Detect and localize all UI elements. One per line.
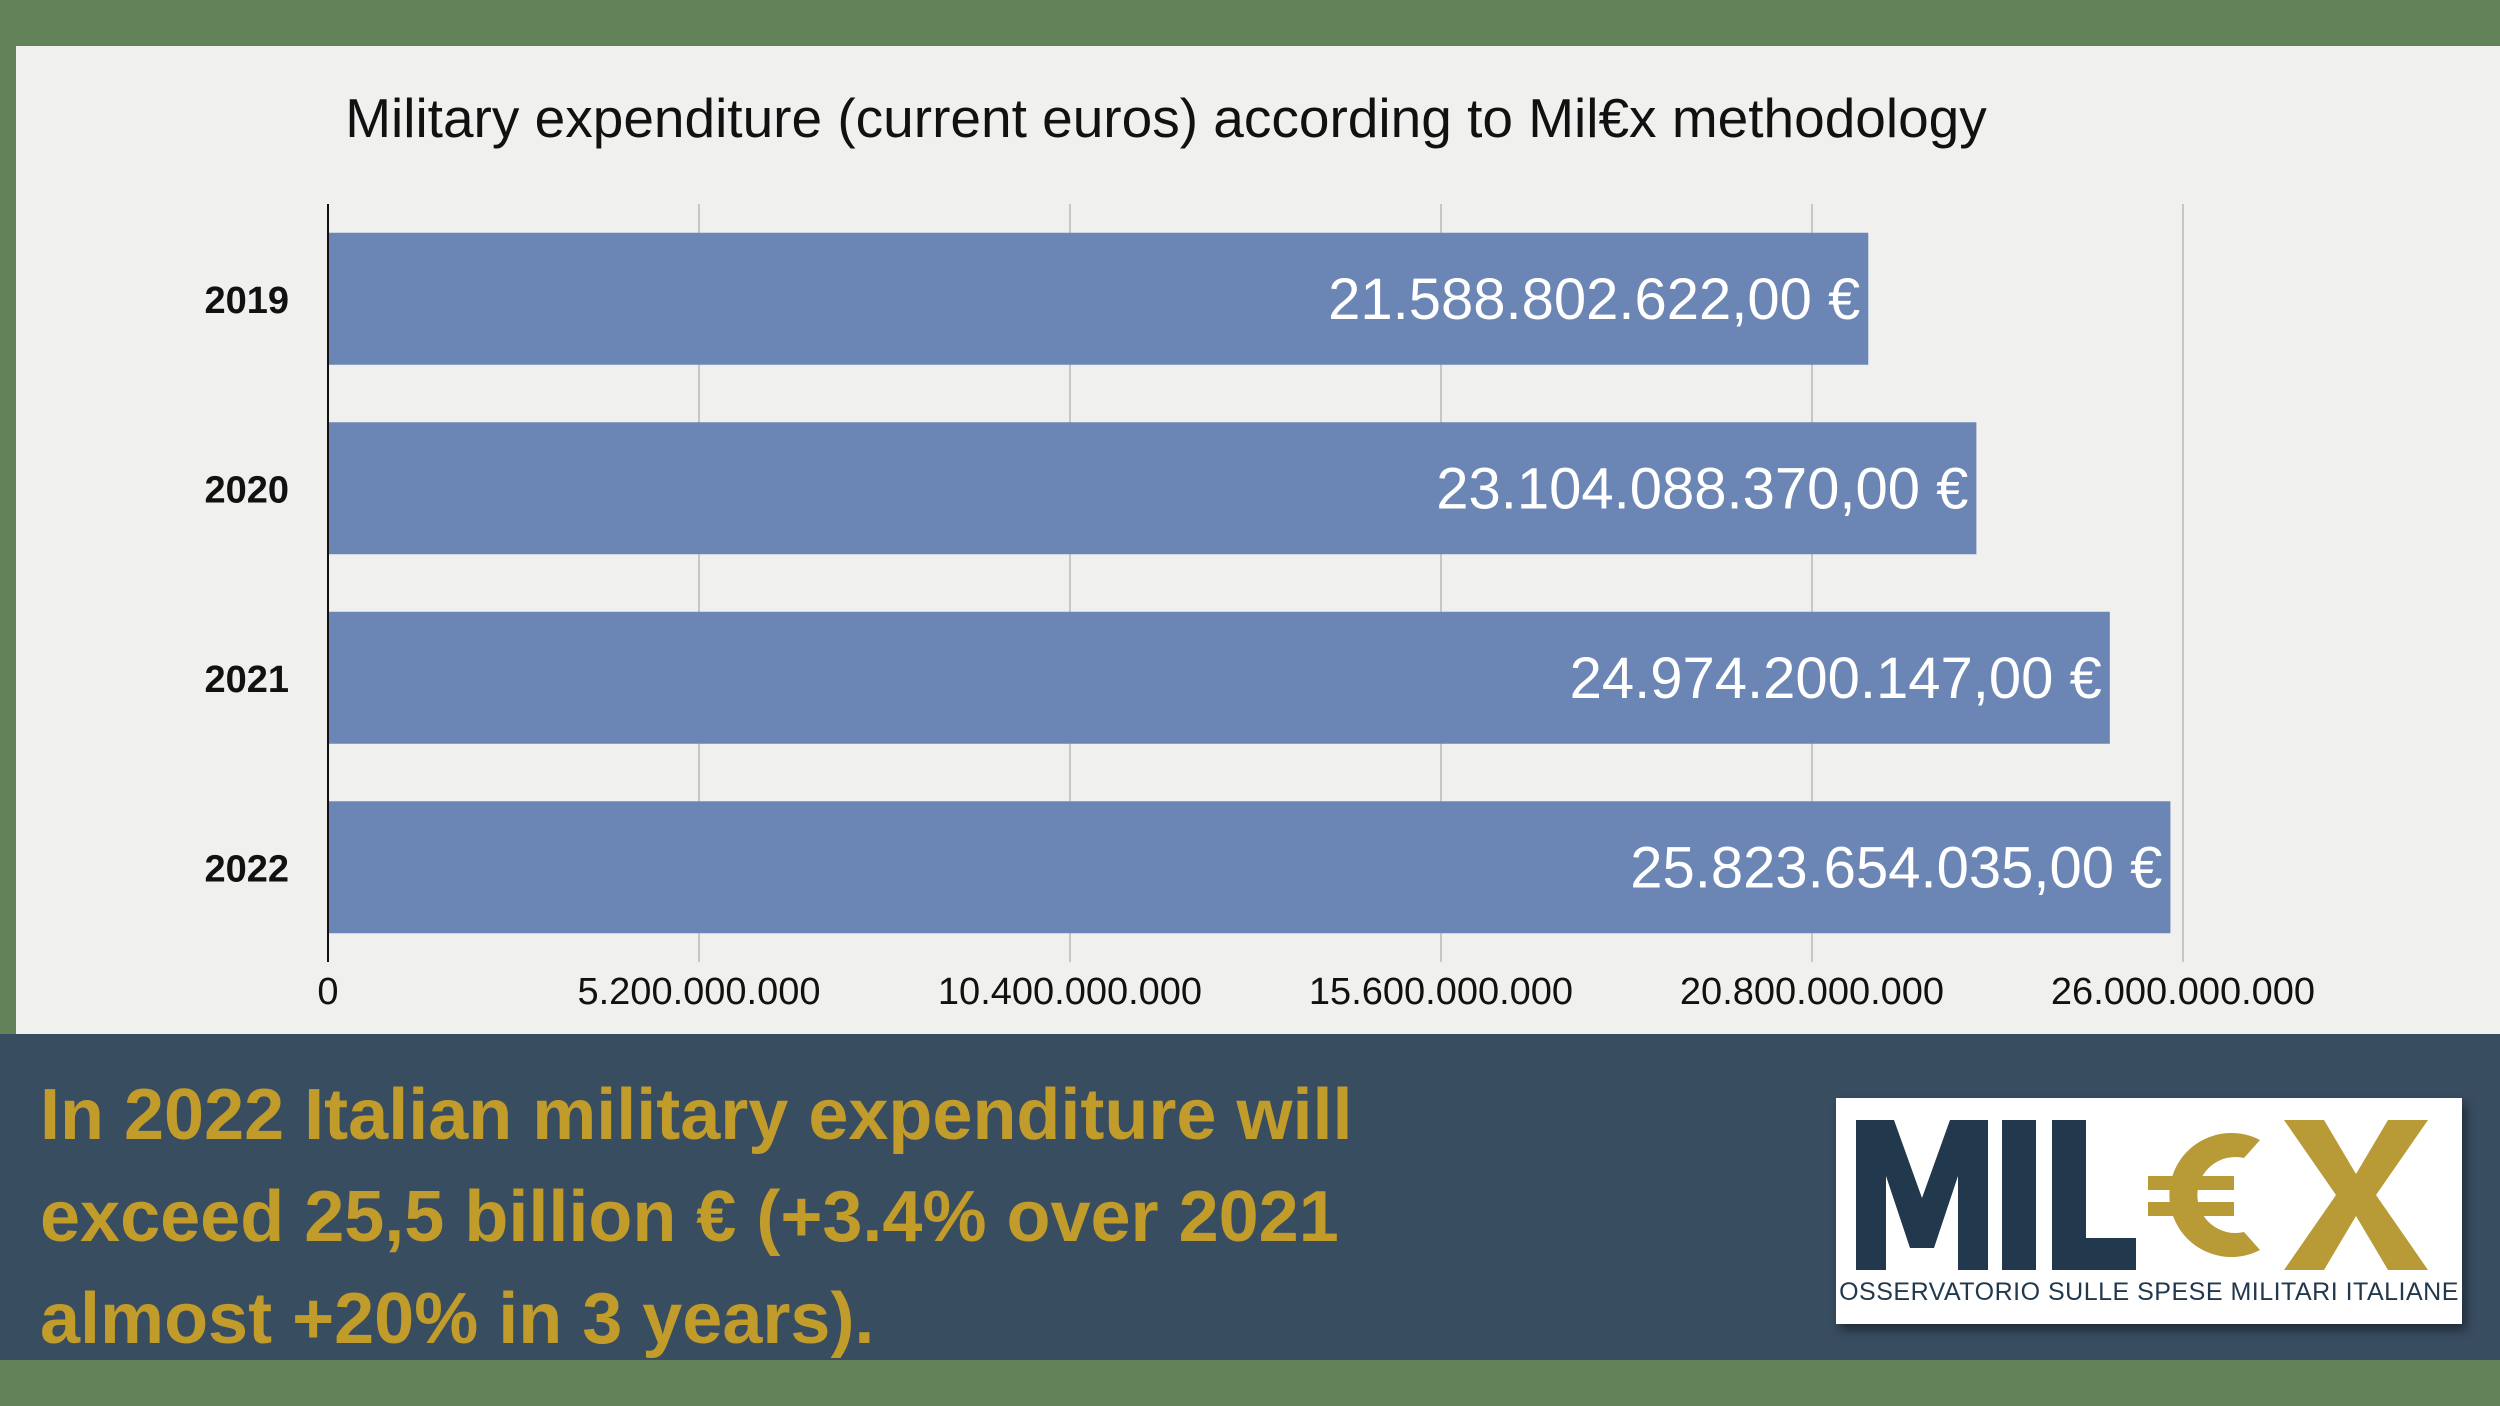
x-tick-label: 10.400.000.000 <box>938 971 1202 1013</box>
category-label-2020: 2020 <box>204 469 289 511</box>
bar-2020 <box>328 422 1977 555</box>
chart-title: Military expenditure (current euros) acc… <box>345 87 1987 149</box>
category-label-2022: 2022 <box>204 848 289 890</box>
bar-chart: 21.588.802.622,00 € 2019 23.104.088.370,00… <box>204 204 2315 1013</box>
headline-line-1: In 2022 Italian military expenditure wil… <box>40 1075 1353 1155</box>
milex-logo: OSSERVATORIO SULLE SPESE MILITARI ITALIA… <box>1836 1098 2462 1324</box>
x-tick-label: 0 <box>317 971 338 1013</box>
category-label-2021: 2021 <box>204 659 289 701</box>
x-tick-label: 20.800.000.000 <box>1680 971 1944 1013</box>
headline: In 2022 Italian military expenditure wil… <box>40 1064 1800 1370</box>
value-label-2022: 25.823.654.035,00 € <box>1630 835 2162 900</box>
headline-line-2: exceed 25,5 billion € (+3.4% over 2021 <box>40 1177 1339 1257</box>
x-tick-label: 26.000.000.000 <box>2051 971 2315 1013</box>
x-tick-label: 5.200.000.000 <box>577 971 820 1013</box>
value-label-2019: 21.588.802.622,00 € <box>1328 267 1860 332</box>
x-tick-label: 15.600.000.000 <box>1309 971 1573 1013</box>
summary-banner: In 2022 Italian military expenditure wil… <box>0 1034 2500 1360</box>
milex-wordmark <box>1856 1120 2428 1270</box>
bar-2022 <box>328 801 2171 934</box>
bar-2021 <box>328 611 2110 744</box>
bar-2019 <box>328 232 1869 365</box>
value-label-2021: 24.974.200.147,00 € <box>1570 646 2102 711</box>
value-label-2020: 23.104.088.370,00 € <box>1436 456 1968 521</box>
headline-line-3: almost +20% in 3 years). <box>40 1279 875 1359</box>
logo-tagline: OSSERVATORIO SULLE SPESE MILITARI ITALIA… <box>1839 1278 2459 1306</box>
chart-panel: Military expenditure (current euros) acc… <box>16 46 2500 1048</box>
category-label-2019: 2019 <box>204 280 289 322</box>
